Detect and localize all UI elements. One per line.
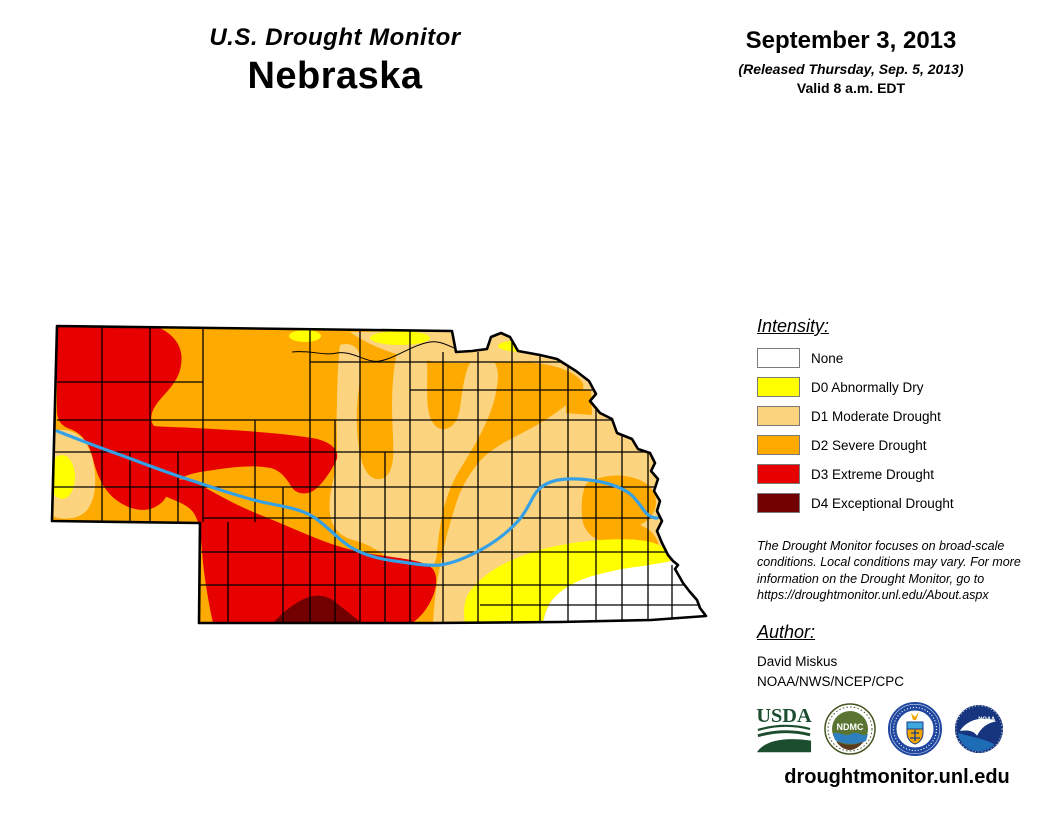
legend-row-d0: D0 Abnormally Dry — [757, 377, 1037, 397]
legend-label-d2: D2 Severe Drought — [811, 437, 927, 453]
noaa-logo-text: NOAA — [978, 716, 995, 722]
legend-row-d1: D1 Moderate Drought — [757, 406, 1037, 426]
legend-label-d4: D4 Exceptional Drought — [811, 495, 954, 511]
website-url: droughtmonitor.unl.edu — [784, 766, 1010, 788]
map-fill-d0-ne-corner — [591, 359, 608, 382]
niobrara-line — [291, 341, 463, 362]
map-fill-d0-north2 — [370, 331, 430, 345]
state-outline — [50, 324, 708, 625]
author-title: Author: — [757, 622, 816, 642]
map-fill-d0-north1 — [289, 330, 321, 342]
legend: Intensity: None D0 Abnormally Dry D1 Mod… — [757, 316, 1037, 522]
author-org: NOAA/NWS/NCEP/CPC — [757, 674, 905, 689]
author-name: David Miskus — [757, 654, 838, 669]
date-block: September 3, 2013 (Released Thursday, Se… — [700, 27, 1002, 96]
release-date: (Released Thursday, Sep. 5, 2013) — [738, 61, 964, 77]
map-fill-none-se — [543, 561, 706, 623]
logo-row: USDA NDMC NOAA — [755, 701, 1041, 757]
legend-label-d3: D3 Extreme Drought — [811, 466, 935, 482]
map-fill-d2-river-mouth — [581, 475, 659, 554]
legend-row-d2: D2 Severe Drought — [757, 435, 1037, 455]
swatch-d4 — [757, 493, 800, 513]
legend-label-none: None — [811, 350, 844, 366]
report-date: September 3, 2013 — [745, 27, 957, 54]
author-block: Author: David Miskus NOAA/NWS/NCEP/CPC — [757, 622, 1037, 689]
map-fill-d3-southcentral — [156, 479, 437, 623]
page-title: U.S. Drought Monitor — [209, 24, 461, 51]
ndmc-logo-text: NDMC — [837, 722, 864, 732]
title-block: U.S. Drought Monitor Nebraska — [140, 24, 530, 98]
map-fill-d0-north3 — [498, 340, 550, 352]
county-boundaries — [52, 326, 700, 623]
swatch-d3 — [757, 464, 800, 484]
map-fill-d3-northwest — [57, 326, 338, 510]
legend-label-d0: D0 Abnormally Dry — [811, 379, 924, 395]
ndmc-logo: NDMC — [824, 703, 876, 755]
map-fill-d2-ne-block — [566, 389, 592, 415]
noaa-logo: NOAA — [954, 704, 1004, 754]
map-fill-d0-west — [52, 455, 75, 499]
legend-title: Intensity: — [757, 316, 830, 336]
legend-row-d4: D4 Exceptional Drought — [757, 493, 1037, 513]
legend-row-none: None — [757, 348, 1037, 368]
swatch-d2 — [757, 435, 800, 455]
disclaimer-text: The Drought Monitor focuses on broad-sca… — [757, 539, 1021, 602]
valid-time: Valid 8 a.m. EDT — [796, 80, 906, 96]
swatch-d1 — [757, 406, 800, 426]
legend-label-d1: D1 Moderate Drought — [811, 408, 941, 424]
legend-row-d3: D3 Extreme Drought — [757, 464, 1037, 484]
usda-logo: USDA — [756, 705, 812, 753]
swatch-d0 — [757, 377, 800, 397]
map-fill-d4 — [273, 595, 362, 623]
swatch-none — [757, 348, 800, 368]
map-fill-d1-central — [329, 340, 498, 572]
commerce-seal — [888, 702, 942, 756]
platte-river — [55, 429, 659, 567]
usda-logo-text: USDA — [756, 705, 812, 727]
state-name: Nebraska — [247, 55, 423, 97]
